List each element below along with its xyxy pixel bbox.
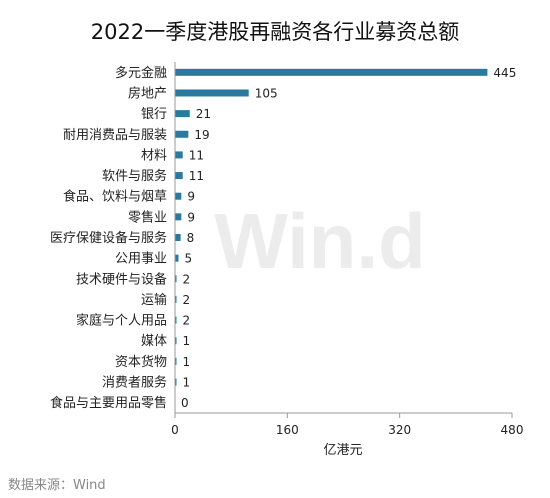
category-label: 房地产 [128,85,167,101]
bar [175,89,249,97]
category-label: 零售业 [128,209,167,225]
value-label: 1 [183,376,191,390]
value-label: 1 [183,334,191,348]
value-label: 445 [493,66,516,80]
category-label: 多元金融 [115,65,167,81]
category-label: 软件与服务 [102,168,167,184]
category-label: 家庭与个人用品 [76,313,167,329]
category-label: 食品、饮料与烟草 [63,189,167,205]
value-label: 19 [194,128,209,142]
x-tick-label: 480 [501,423,524,437]
category-label: 资本货物 [115,354,167,370]
category-label: 技术硬件与设备 [76,271,167,287]
bar [175,110,190,118]
value-label: 5 [185,252,193,266]
bar [175,378,177,386]
x-ticks: 0 160 320 480 [171,413,523,437]
bar [175,295,177,303]
value-label: 0 [181,396,189,410]
value-label: 2 [183,272,191,286]
category-label: 银行 [141,107,167,122]
value-label: 1 [183,355,191,369]
value-label: 2 [183,293,191,307]
bar [175,275,177,283]
bars-group [175,68,488,386]
bar [175,68,488,76]
bar [175,254,179,262]
bar [175,234,181,241]
x-tick-label: 0 [171,423,179,437]
value-label: 11 [189,148,204,162]
value-label: 105 [255,86,278,100]
watermark: Win.d [214,197,426,285]
bar [175,213,182,221]
bar [175,130,189,138]
bar [175,151,183,159]
value-label: 2 [183,314,191,328]
bar [175,357,177,365]
category-label: 消费者服务 [102,375,167,391]
category-labels: 多元金融房地产银行耐用消费品与服装材料软件与服务食品、饮料与烟草零售业医疗保健设… [50,65,167,411]
category-label: 食品与主要用品零售 [50,395,167,411]
category-label: 材料 [141,148,167,163]
category-label: 耐用消费品与服装 [63,128,167,143]
source-note: 数据来源：Wind [8,478,106,493]
category-label: 媒体 [141,334,167,349]
category-label: 运输 [141,292,167,308]
value-label: 9 [187,210,195,224]
bar [175,316,177,324]
value-label: 9 [187,190,195,204]
category-label: 公用事业 [115,252,167,267]
bar [175,337,177,345]
x-tick-label: 320 [388,423,411,437]
bar [175,192,182,200]
value-label: 8 [187,231,195,245]
category-label: 医疗保健设备与服务 [50,230,167,246]
value-label: 21 [196,107,211,121]
chart-title: 2022一季度港股再融资各行业募资总额 [90,20,460,44]
value-label: 11 [189,169,204,183]
bar [175,172,183,180]
x-axis-label: 亿港元 [323,443,362,458]
x-tick-label: 160 [276,423,299,437]
